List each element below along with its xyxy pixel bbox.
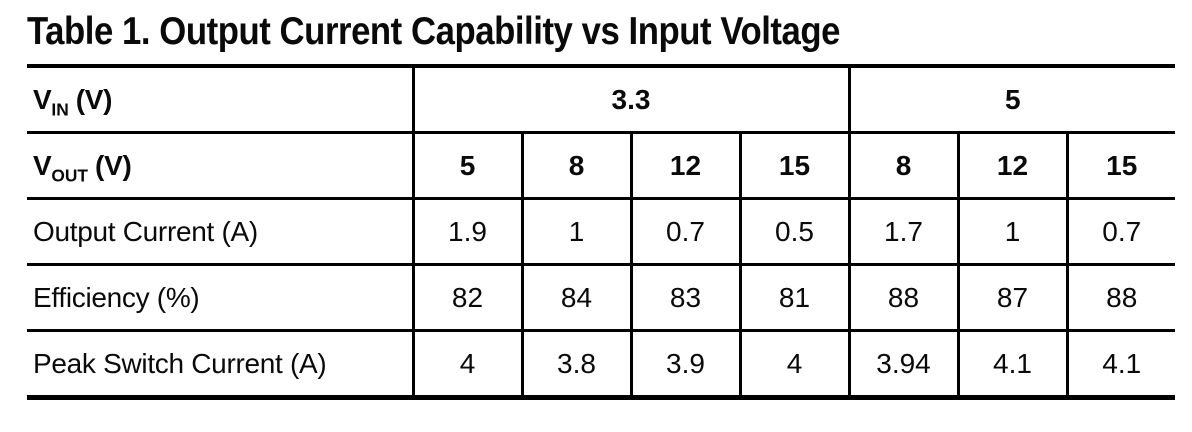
vout-row: VOUT (V) 5 8 12 15 8 12 15	[27, 131, 1176, 199]
efficiency-cell: 87	[956, 263, 1067, 331]
peak-switch-current-cell: 4	[411, 329, 522, 400]
vout-value-cell: 15	[1065, 131, 1176, 199]
vin-group-5v-cell: 5	[847, 64, 1176, 133]
efficiency-row: Efficiency (%) 82 84 83 81 88 87 88	[27, 263, 1176, 331]
output-current-cell: 1	[520, 197, 631, 265]
output-current-cell: 1.7	[847, 197, 958, 265]
output-current-cell: 0.7	[1065, 197, 1176, 265]
vin-unit: (V)	[75, 84, 113, 115]
peak-switch-current-cell: 4.1	[1065, 329, 1176, 400]
table-title: Table 1. Output Current Capability vs In…	[27, 10, 841, 53]
peak-switch-current-cell: 3.94	[847, 329, 958, 400]
peak-switch-current-cell: 3.8	[520, 329, 631, 400]
vout-value-cell: 5	[411, 131, 522, 199]
vin-symbol: VIN (V)	[33, 84, 113, 120]
vout-value-cell: 8	[520, 131, 631, 199]
vout-unit: (V)	[95, 150, 132, 181]
vout-symbol: VOUT (V)	[33, 150, 132, 186]
vin-subscript: IN	[51, 99, 69, 120]
vin-label-cell: VIN (V)	[27, 64, 413, 133]
vout-value-cell: 8	[847, 131, 958, 199]
datasheet-table-snippet: Table 1. Output Current Capability vs In…	[27, 10, 1176, 400]
output-current-table: VIN (V) 3.3 5 VOUT (V) 5 8 12 15 8 12 15 O…	[27, 64, 1176, 400]
vout-value-cell: 12	[956, 131, 1067, 199]
vout-value-cell: 12	[629, 131, 740, 199]
peak-switch-current-cell: 4.1	[956, 329, 1067, 400]
vout-label-cell: VOUT (V)	[27, 131, 413, 199]
vin-row: VIN (V) 3.3 5	[27, 64, 1176, 133]
efficiency-cell: 82	[411, 263, 522, 331]
efficiency-cell: 84	[520, 263, 631, 331]
peak-switch-current-row: Peak Switch Current (A) 4 3.8 3.9 4 3.94…	[27, 329, 1176, 400]
output-current-cell: 0.5	[738, 197, 849, 265]
row-label-cell: Peak Switch Current (A)	[27, 329, 413, 400]
efficiency-cell: 83	[629, 263, 740, 331]
output-current-cell: 0.7	[629, 197, 740, 265]
vout-value-cell: 15	[738, 131, 849, 199]
efficiency-cell: 88	[1065, 263, 1176, 331]
efficiency-cell: 81	[738, 263, 849, 331]
peak-switch-current-cell: 3.9	[629, 329, 740, 400]
row-label-cell: Output Current (A)	[27, 197, 413, 265]
vout-subscript: OUT	[51, 165, 89, 186]
output-current-cell: 1	[956, 197, 1067, 265]
row-label-cell: Efficiency (%)	[27, 263, 413, 331]
output-current-cell: 1.9	[411, 197, 522, 265]
efficiency-cell: 88	[847, 263, 958, 331]
output-current-row: Output Current (A) 1.9 1 0.7 0.5 1.7 1 0…	[27, 197, 1176, 265]
peak-switch-current-cell: 4	[738, 329, 849, 400]
vin-group-3v3-cell: 3.3	[411, 64, 849, 133]
